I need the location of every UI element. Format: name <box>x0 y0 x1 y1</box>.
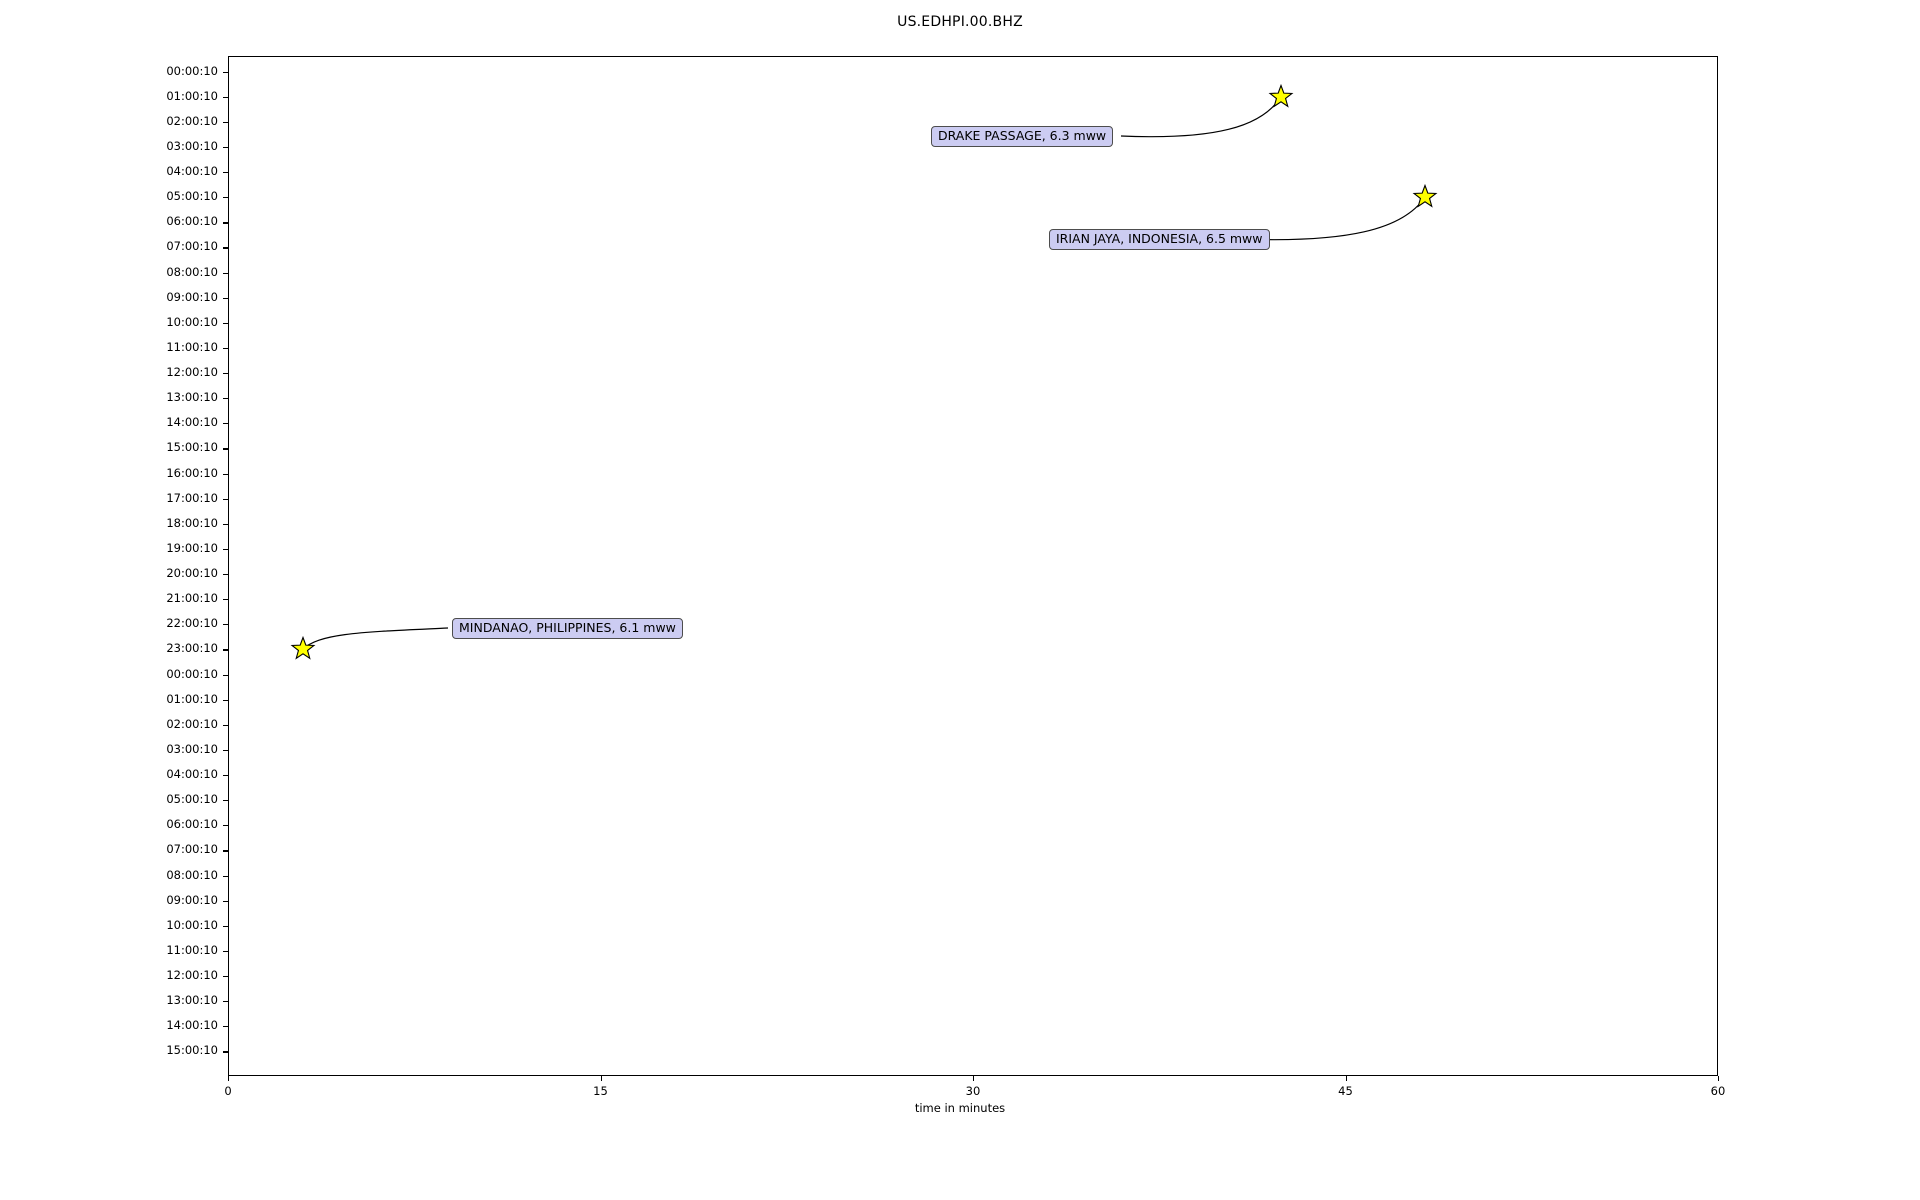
y-tick-mark-34 <box>223 925 228 927</box>
y-tick-label-38: 14:00:10 <box>166 1018 218 1033</box>
y-tick-mark-24 <box>223 674 228 676</box>
y-tick-label-11: 11:00:10 <box>166 339 218 354</box>
y-tick-mark-22 <box>223 624 228 626</box>
y-tick-label-23: 23:00:10 <box>166 641 218 656</box>
y-tick-label-17: 17:00:10 <box>166 490 218 505</box>
y-tick-mark-10 <box>223 322 228 324</box>
y-tick-label-25: 01:00:10 <box>166 691 218 706</box>
y-tick-mark-17 <box>223 498 228 500</box>
y-tick-label-29: 05:00:10 <box>166 792 218 807</box>
y-tick-mark-25 <box>223 699 228 701</box>
y-tick-mark-15 <box>223 448 228 450</box>
y-tick-label-37: 13:00:10 <box>166 993 218 1008</box>
y-tick-label-14: 14:00:10 <box>166 415 218 430</box>
event-annotation-2[interactable]: MINDANAO, PHILIPPINES, 6.1 mww <box>452 618 683 639</box>
y-tick-mark-12 <box>223 373 228 375</box>
y-tick-label-30: 06:00:10 <box>166 817 218 832</box>
event-annotation-1[interactable]: IRIAN JAYA, INDONESIA, 6.5 mww <box>1049 229 1270 250</box>
y-tick-label-9: 09:00:10 <box>166 289 218 304</box>
x-tick-mark-1 <box>600 1076 602 1081</box>
x-tick-mark-4 <box>1718 1076 1720 1081</box>
y-tick-mark-32 <box>223 875 228 877</box>
y-tick-label-15: 15:00:10 <box>166 440 218 455</box>
x-tick-mark-0 <box>228 1076 230 1081</box>
y-tick-label-4: 04:00:10 <box>166 164 218 179</box>
y-tick-mark-4 <box>223 172 228 174</box>
y-tick-mark-20 <box>223 574 228 576</box>
y-tick-label-34: 10:00:10 <box>166 917 218 932</box>
y-tick-label-0: 00:00:10 <box>166 63 218 78</box>
y-tick-mark-30 <box>223 825 228 827</box>
y-tick-mark-6 <box>223 222 228 224</box>
y-tick-mark-2 <box>223 121 228 123</box>
y-tick-mark-16 <box>223 473 228 475</box>
y-tick-label-33: 09:00:10 <box>166 892 218 907</box>
y-tick-mark-23 <box>223 649 228 651</box>
event-annotation-0[interactable]: DRAKE PASSAGE, 6.3 mww <box>931 126 1114 147</box>
y-tick-label-32: 08:00:10 <box>166 867 218 882</box>
y-tick-mark-14 <box>223 423 228 425</box>
y-tick-label-31: 07:00:10 <box>166 842 218 857</box>
y-tick-mark-29 <box>223 800 228 802</box>
x-axis-title: time in minutes <box>914 1101 1006 1115</box>
y-tick-mark-38 <box>223 1026 228 1028</box>
y-tick-mark-18 <box>223 523 228 525</box>
y-tick-mark-8 <box>223 272 228 274</box>
y-tick-label-21: 21:00:10 <box>166 591 218 606</box>
y-tick-mark-36 <box>223 976 228 978</box>
y-tick-mark-7 <box>223 247 228 249</box>
y-tick-label-2: 02:00:10 <box>166 113 218 128</box>
y-tick-label-6: 06:00:10 <box>166 214 218 229</box>
y-tick-label-1: 01:00:10 <box>166 88 218 103</box>
x-tick-mark-2 <box>973 1076 975 1081</box>
y-tick-label-39: 15:00:10 <box>166 1043 218 1058</box>
y-tick-mark-31 <box>223 850 228 852</box>
y-tick-label-26: 02:00:10 <box>166 716 218 731</box>
y-tick-mark-19 <box>223 548 228 551</box>
y-tick-label-28: 04:00:10 <box>166 767 218 782</box>
y-tick-label-22: 22:00:10 <box>166 616 218 631</box>
y-tick-mark-1 <box>223 96 228 98</box>
y-tick-label-36: 12:00:10 <box>166 968 218 982</box>
y-tick-mark-26 <box>223 724 228 726</box>
axes-frame <box>228 56 1718 1076</box>
x-tick-label-1: 15 <box>593 1084 608 1098</box>
y-tick-mark-9 <box>223 297 228 299</box>
y-tick-label-35: 11:00:10 <box>166 942 218 957</box>
y-tick-label-19: 19:00:10 <box>166 540 218 555</box>
y-tick-label-7: 07:00:10 <box>166 239 218 254</box>
y-tick-mark-5 <box>223 197 228 199</box>
x-tick-mark-3 <box>1345 1076 1347 1081</box>
y-tick-mark-13 <box>223 398 228 400</box>
y-tick-mark-3 <box>223 146 228 149</box>
y-tick-label-3: 03:00:10 <box>166 138 218 153</box>
y-tick-mark-35 <box>223 950 228 953</box>
y-tick-mark-27 <box>223 749 228 752</box>
page-title: US.EDHPI.00.BHZ <box>897 14 1023 30</box>
y-tick-mark-33 <box>223 900 228 902</box>
y-tick-label-12: 12:00:10 <box>166 365 218 380</box>
y-tick-label-20: 20:00:10 <box>166 566 218 581</box>
y-tick-mark-37 <box>223 1001 228 1003</box>
x-tick-label-3: 45 <box>1338 1084 1353 1098</box>
y-tick-mark-0 <box>223 71 228 73</box>
y-tick-label-13: 13:00:10 <box>166 390 218 405</box>
y-tick-label-18: 18:00:10 <box>166 515 218 530</box>
y-tick-label-10: 10:00:10 <box>166 314 218 329</box>
y-tick-label-27: 03:00:10 <box>166 741 218 756</box>
x-tick-label-2: 30 <box>965 1084 981 1098</box>
y-tick-label-24: 00:00:10 <box>166 666 218 681</box>
y-tick-mark-39 <box>223 1051 228 1053</box>
y-tick-label-16: 16:00:10 <box>166 465 218 480</box>
x-tick-label-0: 0 <box>224 1084 232 1098</box>
y-tick-mark-28 <box>223 775 228 777</box>
y-tick-label-5: 05:00:10 <box>166 189 218 204</box>
y-tick-label-8: 08:00:10 <box>166 264 218 279</box>
x-tick-label-4: 60 <box>1710 1084 1726 1098</box>
y-tick-mark-11 <box>223 347 228 350</box>
plot-area: DRAKE PASSAGE, 6.3 mww IRIAN JAYA, INDONE… <box>228 56 1718 1076</box>
y-tick-mark-21 <box>223 599 228 601</box>
